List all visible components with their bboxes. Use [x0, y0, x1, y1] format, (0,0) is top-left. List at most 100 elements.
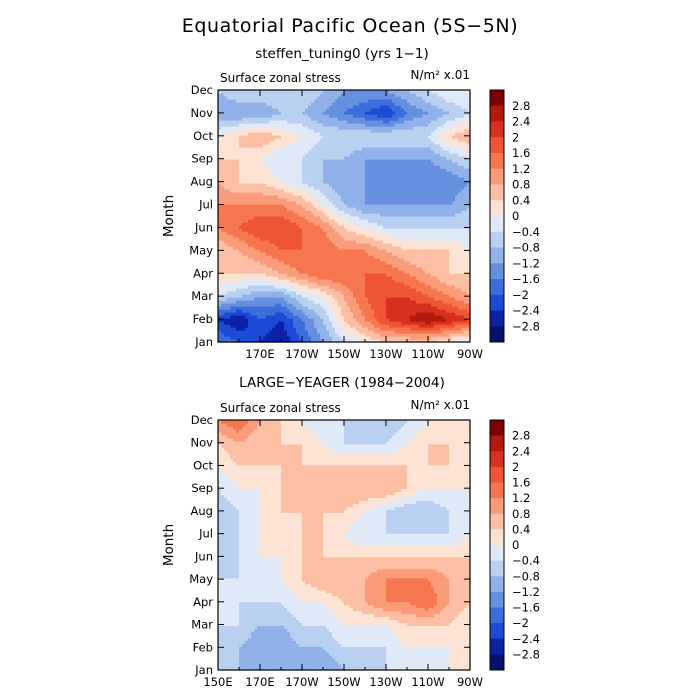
- heatmap-cell: [302, 339, 306, 343]
- heatmap-cell: [335, 270, 339, 274]
- heatmap-cell: [284, 336, 288, 340]
- heatmap-cell: [389, 276, 393, 280]
- heatmap-cell: [329, 267, 333, 271]
- heatmap-cell: [446, 309, 450, 313]
- heatmap-cell: [239, 330, 243, 334]
- heatmap-cell: [422, 270, 426, 274]
- heatmap-cell: [446, 330, 450, 334]
- heatmap-cell: [368, 279, 372, 283]
- heatmap-cell: [458, 321, 462, 325]
- heatmap-cell: [272, 282, 276, 286]
- heatmap-cell: [284, 282, 288, 286]
- heatmap-cell: [257, 306, 261, 310]
- heatmap-cell: [266, 282, 270, 286]
- heatmap-cell: [464, 324, 468, 328]
- heatmap-cell: [425, 288, 429, 292]
- heatmap-cell: [455, 294, 459, 298]
- heatmap-cell: [404, 318, 408, 322]
- heatmap-cell: [374, 264, 378, 268]
- heatmap-cell: [320, 306, 324, 310]
- heatmap-cell: [398, 276, 402, 280]
- heatmap-cell: [323, 336, 327, 340]
- heatmap-cell: [446, 303, 450, 307]
- heatmap-cell: [347, 270, 351, 274]
- heatmap-cell: [239, 285, 243, 289]
- heatmap-cell: [251, 324, 255, 328]
- heatmap-cell: [359, 306, 363, 310]
- heatmap-cell: [266, 273, 270, 277]
- heatmap-cell: [350, 288, 354, 292]
- heatmap-cell: [353, 267, 357, 271]
- heatmap-cell: [269, 300, 273, 304]
- heatmap-cell: [401, 315, 405, 319]
- heatmap-cell: [347, 321, 351, 325]
- heatmap-cell: [251, 291, 255, 295]
- heatmap-cell: [218, 312, 222, 316]
- heatmap-cell: [350, 279, 354, 283]
- heatmap-cell: [335, 282, 339, 286]
- heatmap-cell: [368, 336, 372, 340]
- heatmap-cell: [263, 324, 267, 328]
- heatmap-cell: [440, 291, 444, 295]
- heatmap-cell: [443, 306, 447, 310]
- heatmap-cell: [323, 306, 327, 310]
- heatmap-cell: [353, 327, 357, 331]
- heatmap-cell: [428, 336, 432, 340]
- heatmap-cell: [404, 333, 408, 337]
- heatmap-cell: [377, 291, 381, 295]
- heatmap-cell: [224, 318, 228, 322]
- heatmap-cell: [239, 282, 243, 286]
- heatmap-cell: [371, 282, 375, 286]
- heatmap-cell: [449, 294, 453, 298]
- heatmap-cell: [284, 285, 288, 289]
- heatmap-cell: [326, 273, 330, 277]
- heatmap-cell: [239, 333, 243, 337]
- heatmap-cell: [398, 267, 402, 271]
- heatmap-cell: [413, 321, 417, 325]
- heatmap-cell: [242, 306, 246, 310]
- heatmap-cell: [449, 330, 453, 334]
- heatmap-cell: [455, 333, 459, 337]
- heatmap-cell: [374, 303, 378, 307]
- heatmap-cell: [272, 279, 276, 283]
- heatmap-cell: [452, 291, 456, 295]
- heatmap-cell: [338, 264, 342, 268]
- heatmap-cell: [221, 303, 225, 307]
- heatmap-cell: [356, 309, 360, 313]
- heatmap-cell: [440, 321, 444, 325]
- heatmap-cell: [230, 282, 234, 286]
- heatmap-cell: [422, 315, 426, 319]
- heatmap-cell: [344, 306, 348, 310]
- heatmap-cell: [218, 285, 222, 289]
- heatmap-cell: [224, 294, 228, 298]
- heatmap-cell: [230, 303, 234, 307]
- heatmap-cell: [362, 327, 366, 331]
- heatmap-cell: [452, 315, 456, 319]
- heatmap-cell: [320, 267, 324, 271]
- heatmap-cell: [263, 303, 267, 307]
- heatmap-cell: [437, 333, 441, 337]
- heatmap-cell: [224, 273, 228, 277]
- heatmap-cell: [461, 330, 465, 334]
- heatmap-cell: [416, 294, 420, 298]
- heatmap-cell: [218, 336, 222, 340]
- heatmap-cell: [260, 288, 264, 292]
- heatmap-cell: [377, 324, 381, 328]
- heatmap-cell: [353, 333, 357, 337]
- heatmap-cell: [221, 279, 225, 283]
- heatmap-cell: [422, 285, 426, 289]
- heatmap-cell: [293, 339, 297, 343]
- heatmap-cell: [245, 279, 249, 283]
- heatmap-cell: [431, 336, 435, 340]
- heatmap-cell: [443, 282, 447, 286]
- heatmap-cell: [326, 282, 330, 286]
- heatmap-cell: [305, 276, 309, 280]
- heatmap-cell: [269, 285, 273, 289]
- heatmap-cell: [278, 327, 282, 331]
- heatmap-cell: [455, 291, 459, 295]
- heatmap-cell: [257, 330, 261, 334]
- heatmap-cell: [419, 321, 423, 325]
- heatmap-cell: [434, 288, 438, 292]
- heatmap-cell: [464, 333, 468, 337]
- heatmap-cell: [257, 321, 261, 325]
